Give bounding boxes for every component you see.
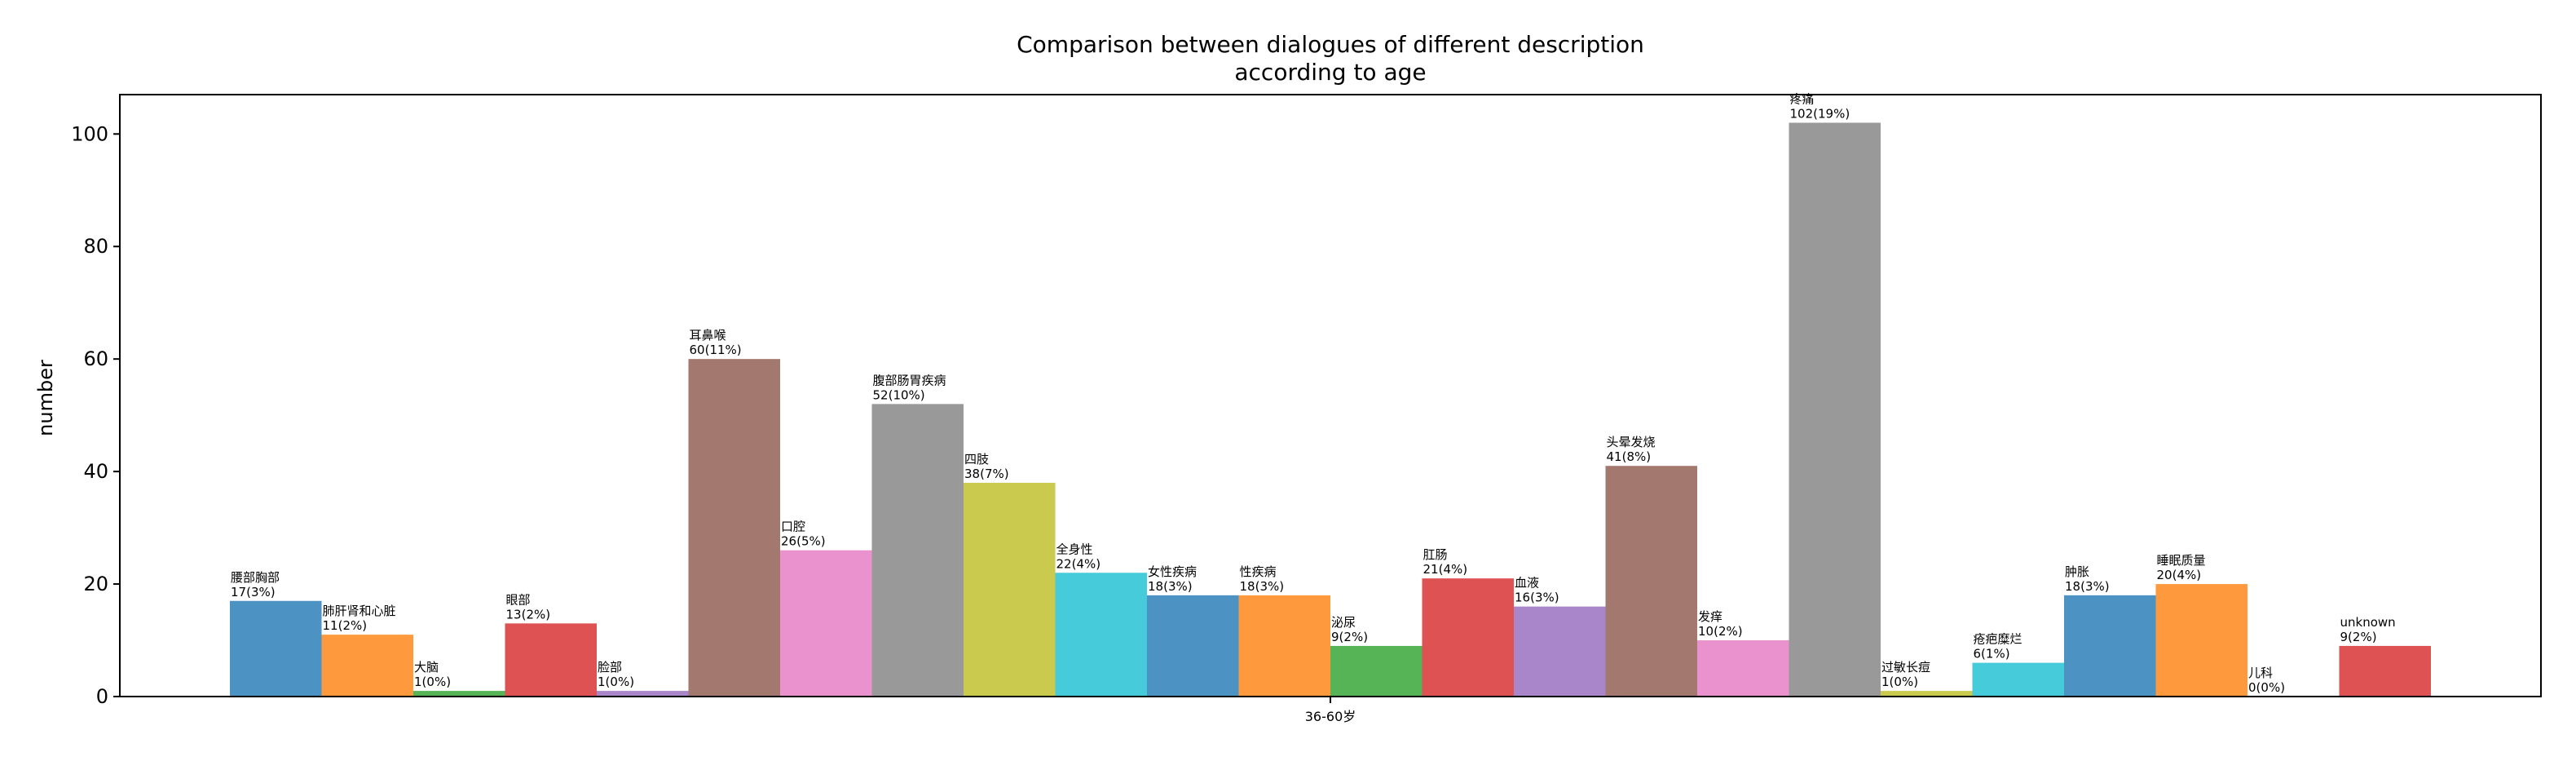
bar-value-label-10: 18(3%) [1148,579,1193,594]
bar-name-label-6: 口腔 [781,520,805,534]
bar-value-label-14: 16(3%) [1515,591,1559,605]
bar-value-label-5: 60(11%) [690,343,742,357]
bar-value-label-23: 9(2%) [2340,630,2377,644]
bar-name-label-1: 肺肝肾和心脏 [323,604,396,618]
y-tick-label-3: 60 [83,347,108,370]
bar-value-label-15: 41(8%) [1607,449,1652,464]
bar-23 [2339,645,2431,697]
bar-value-label-19: 6(1%) [1974,647,2010,661]
bar-name-label-11: 性疾病 [1240,564,1277,579]
y-tick-label-5: 100 [71,122,108,145]
bar-20 [2064,595,2156,697]
bar-name-label-19: 疮疤糜烂 [1974,632,2022,647]
bar-17 [1789,122,1881,697]
chart-title-line1: Comparison between dialogues of differen… [1017,31,1644,58]
bar-15 [1605,466,1697,697]
bar-name-label-4: 脸部 [598,660,622,675]
bar-value-label-22: 0(0%) [2248,680,2285,695]
bar-11 [1238,595,1330,697]
bar-value-label-16: 10(2%) [1698,624,1743,639]
bar-name-label-13: 肛肠 [1423,547,1448,562]
bar-7 [871,404,964,697]
bar-16 [1697,640,1789,697]
bar-value-label-2: 1(0%) [414,675,451,689]
bar-value-label-11: 18(3%) [1240,579,1285,594]
bar-value-label-9: 22(4%) [1056,556,1101,571]
bar-name-label-16: 发痒 [1698,609,1722,624]
bar-name-label-15: 头晕发烧 [1607,435,1656,449]
bar-19 [1972,662,2064,697]
bars-group: 腰部胸部17(3%)肺肝肾和心脏11(2%)大脑1(0%)眼部13(2%)脸部1… [230,91,2431,697]
bar-name-label-3: 眼部 [506,592,531,607]
bar-value-label-18: 1(0%) [1881,675,1918,689]
bar-9 [1055,573,1147,697]
bar-value-label-0: 17(3%) [231,585,276,599]
bar-value-label-4: 1(0%) [598,675,634,689]
bar-name-label-9: 全身性 [1056,542,1093,556]
bar-value-label-3: 13(2%) [506,607,551,622]
bar-value-label-21: 20(4%) [2157,568,2202,582]
bar-value-label-1: 11(2%) [323,618,368,633]
bar-value-label-7: 52(10%) [873,387,925,402]
bar-name-label-0: 腰部胸部 [231,570,280,585]
y-tick-label-0: 0 [96,685,108,708]
bar-4 [597,691,689,697]
bar-value-label-20: 18(3%) [2065,579,2110,594]
bar-name-label-7: 腹部肠胃疾病 [873,373,946,387]
bar-21 [2155,584,2247,697]
bar-value-label-13: 21(4%) [1423,562,1468,577]
bar-name-label-14: 血液 [1515,576,1539,591]
y-tick-label-1: 20 [83,573,108,595]
bar-value-label-12: 9(2%) [1331,630,1368,644]
bar-14 [1514,606,1606,697]
y-tick-label-4: 80 [83,235,108,258]
y-tick-label-2: 40 [83,460,108,483]
bar-3 [505,623,597,697]
bar-name-label-20: 肿胀 [2065,564,2089,579]
bar-name-label-8: 四肢 [964,452,989,467]
bar-value-label-17: 102(19%) [1790,106,1850,121]
bar-2 [413,691,505,697]
bar-5 [688,359,780,697]
bar-12 [1330,645,1423,697]
bar-10 [1147,595,1239,697]
chart-title-line2: according to age [1234,59,1426,86]
bar-6 [780,550,872,697]
bar-value-label-8: 38(7%) [964,467,1009,481]
bar-name-label-12: 泌尿 [1331,615,1356,630]
bar-13 [1422,578,1514,697]
bar-name-label-18: 过敏长痘 [1881,660,1930,675]
bar-name-label-10: 女性疾病 [1148,564,1197,579]
bar-18 [1881,691,1973,697]
bar-name-label-21: 睡眠质量 [2157,553,2206,568]
y-axis: 0 20 40 60 80 100 [71,122,120,708]
bar-1 [321,635,413,697]
bar-name-label-5: 耳鼻喉 [690,328,726,343]
bar-8 [964,482,1056,697]
plot-frame [119,94,2542,697]
y-axis-label: number [34,360,57,436]
x-axis: 36-60岁 [1305,697,1356,724]
bar-name-label-23: unknown [2340,615,2396,630]
bar-name-label-22: 儿科 [2248,666,2273,680]
bar-0 [230,600,322,697]
bar-value-label-6: 26(5%) [781,534,826,549]
x-tick-label-0: 36-60岁 [1305,709,1356,724]
bar-name-label-2: 大脑 [414,660,439,675]
